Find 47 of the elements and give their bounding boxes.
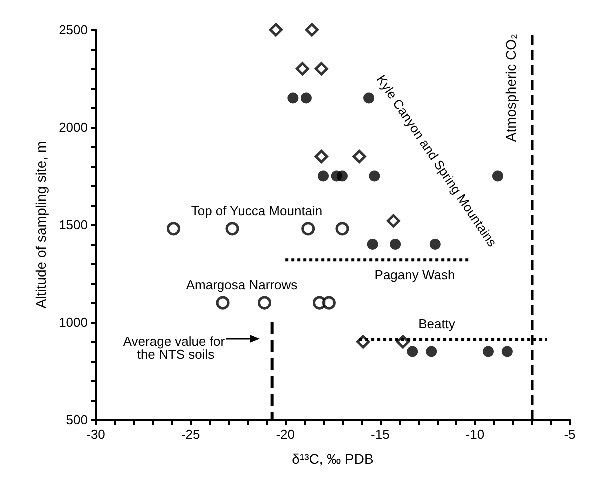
annotation: Average value for the NTS soils xyxy=(123,334,229,362)
point xyxy=(386,214,400,228)
point xyxy=(166,222,180,236)
annotation: Beatty xyxy=(418,316,456,332)
point xyxy=(314,62,328,76)
point xyxy=(426,346,438,358)
ref-line-label: Atmospheric CO₂ xyxy=(503,34,520,142)
y-tick-label: 2000 xyxy=(59,120,88,135)
point xyxy=(482,346,494,358)
y-axis-title: Altitude of sampling site, m xyxy=(33,141,49,309)
point xyxy=(226,222,240,236)
y-tick-label: 1500 xyxy=(59,218,88,232)
point xyxy=(369,170,380,182)
point xyxy=(364,92,375,104)
x-tick-label: -30 xyxy=(86,427,106,442)
y-tick-label: 2500 xyxy=(59,22,88,38)
point xyxy=(305,23,319,37)
point xyxy=(502,346,513,358)
point xyxy=(492,170,504,182)
x-tick-label: -15 xyxy=(371,427,390,442)
annotation: Amargosa Narrows xyxy=(186,278,298,292)
point xyxy=(322,296,336,310)
point xyxy=(314,150,328,164)
point xyxy=(318,170,330,182)
point xyxy=(367,239,378,250)
point xyxy=(336,170,348,182)
point xyxy=(300,92,312,104)
x-tick-label: -5 xyxy=(564,427,576,442)
point xyxy=(296,62,310,76)
annotation: Top of Yucca Mountain xyxy=(191,204,323,218)
point xyxy=(407,346,418,358)
annotation: Pagany Wash xyxy=(374,268,456,282)
point xyxy=(336,222,350,236)
x-tick-label: -10 xyxy=(466,427,485,442)
point xyxy=(216,296,230,310)
point xyxy=(430,239,441,250)
point xyxy=(390,239,402,250)
point xyxy=(302,222,316,236)
point xyxy=(269,23,283,37)
x-axis-title: δ¹³C, ‰ PDB xyxy=(292,451,374,467)
point xyxy=(258,296,272,310)
y-tick-label: 500 xyxy=(66,412,88,428)
point xyxy=(288,92,299,104)
x-tick-label: -25 xyxy=(181,427,200,442)
y-tick-label: 1000 xyxy=(59,315,88,330)
point xyxy=(352,150,366,164)
x-tick-label: -20 xyxy=(276,427,295,442)
